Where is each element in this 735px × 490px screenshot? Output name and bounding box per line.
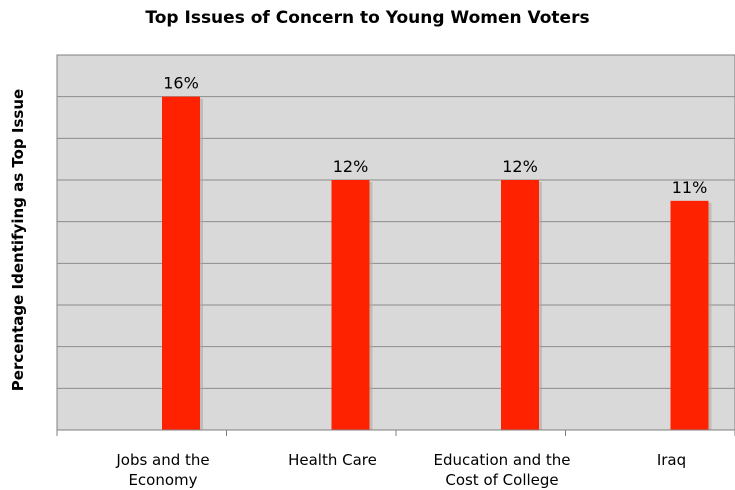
data-label: 12%	[502, 157, 538, 176]
data-label: 16%	[163, 74, 199, 93]
data-label: 11%	[672, 178, 708, 197]
category-label: Education and the Cost of College	[417, 450, 587, 490]
category-label: Iraq	[587, 450, 735, 470]
bar	[162, 97, 200, 430]
category-label: Jobs and the Economy	[78, 450, 248, 490]
bar	[671, 201, 709, 430]
axes	[57, 430, 735, 436]
bar	[332, 180, 370, 430]
bar	[501, 180, 539, 430]
category-label: Health Care	[248, 450, 418, 470]
data-label: 12%	[333, 157, 369, 176]
plot-area	[57, 55, 735, 430]
